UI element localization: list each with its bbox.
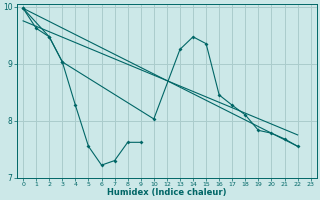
X-axis label: Humidex (Indice chaleur): Humidex (Indice chaleur) bbox=[107, 188, 227, 197]
